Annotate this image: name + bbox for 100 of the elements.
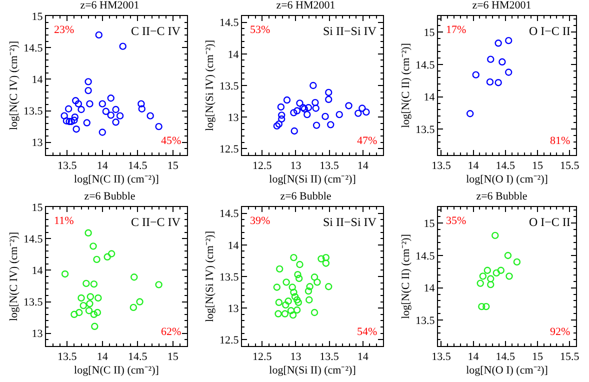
y-tick-label: 14.5 bbox=[220, 17, 240, 30]
point bbox=[275, 298, 283, 306]
point bbox=[306, 283, 314, 290]
annotation: 45% bbox=[161, 135, 182, 147]
x-tick-label: 14.5 bbox=[128, 160, 148, 172]
annotation: O I−C II bbox=[529, 215, 570, 229]
point bbox=[336, 110, 343, 118]
y-tick-label: 15 bbox=[32, 10, 44, 23]
annotation: 17% bbox=[446, 24, 466, 36]
y-tick-label: 13.5 bbox=[24, 296, 44, 309]
point bbox=[478, 302, 486, 310]
point bbox=[282, 278, 290, 286]
point bbox=[479, 272, 487, 280]
point bbox=[484, 266, 492, 274]
point bbox=[277, 103, 285, 111]
y-axis-title: log[N(C II) (cm⁻²)] bbox=[400, 43, 412, 128]
point bbox=[283, 96, 291, 104]
y-tick-label: 14 bbox=[32, 265, 44, 278]
x-tick-label: 14.5 bbox=[496, 351, 516, 364]
point bbox=[322, 260, 330, 267]
annotation: 35% bbox=[446, 215, 466, 227]
chart-title: z=6 Bubble bbox=[476, 190, 528, 203]
x-tick-label: 14 bbox=[96, 351, 108, 364]
point bbox=[94, 294, 102, 302]
x-tick-label: 14 bbox=[96, 160, 108, 172]
y-tick-label: 15 bbox=[424, 27, 436, 40]
point bbox=[84, 229, 92, 236]
point bbox=[119, 42, 126, 50]
y-tick-label: 13.5 bbox=[24, 106, 44, 118]
point bbox=[345, 102, 352, 110]
y-tick-label: 15 bbox=[32, 202, 44, 214]
y-tick-label: 13.5 bbox=[416, 124, 436, 136]
point bbox=[472, 71, 480, 78]
x-tick-label: 14.5 bbox=[128, 351, 148, 364]
point bbox=[290, 254, 298, 262]
point bbox=[91, 322, 98, 330]
point bbox=[70, 310, 78, 318]
chart-title: z=6 HM2001 bbox=[276, 0, 336, 12]
point bbox=[68, 118, 75, 126]
annotation: 47% bbox=[357, 135, 378, 147]
x-tick-label: 14 bbox=[468, 351, 480, 364]
x-tick-label: 13 bbox=[290, 160, 302, 172]
point bbox=[136, 298, 144, 306]
y-tick-label: 13 bbox=[228, 302, 240, 315]
point bbox=[80, 302, 87, 310]
point bbox=[322, 112, 329, 120]
point bbox=[273, 284, 281, 291]
point bbox=[312, 98, 319, 106]
point bbox=[104, 253, 111, 261]
x-axis-title: log[N(Si II) (cm⁻²)] bbox=[269, 173, 356, 186]
point bbox=[290, 109, 298, 116]
point bbox=[310, 82, 317, 90]
y-tick-label: 14 bbox=[32, 74, 44, 86]
y-tick-label: 14.5 bbox=[24, 233, 44, 246]
point bbox=[304, 287, 312, 295]
point bbox=[83, 119, 90, 126]
x-axis-title: log[N(C II) (cm⁻²)] bbox=[74, 364, 159, 376]
y-tick-label: 14 bbox=[228, 240, 240, 252]
y-axis-title: log[N(C IV) (cm⁻²)] bbox=[8, 232, 20, 322]
x-tick-label: 14 bbox=[357, 160, 369, 172]
y-tick-label: 12.5 bbox=[220, 144, 240, 156]
chart-title: z=6 HM2001 bbox=[80, 0, 140, 12]
point bbox=[112, 106, 120, 114]
point bbox=[138, 105, 146, 112]
point bbox=[74, 100, 82, 108]
point bbox=[86, 293, 94, 300]
point bbox=[130, 274, 138, 281]
point bbox=[108, 250, 116, 258]
y-tick-label: 15 bbox=[424, 218, 436, 230]
x-tick-label: 13.5 bbox=[320, 160, 340, 172]
point bbox=[290, 288, 298, 296]
point bbox=[76, 308, 83, 316]
point bbox=[102, 108, 110, 115]
point bbox=[505, 68, 512, 76]
annotation: C II−C IV bbox=[131, 24, 181, 38]
point bbox=[70, 116, 78, 124]
point bbox=[487, 56, 494, 63]
point bbox=[275, 120, 283, 128]
point bbox=[62, 117, 70, 124]
point bbox=[64, 105, 72, 112]
point bbox=[86, 300, 94, 308]
point bbox=[93, 256, 100, 264]
y-axis-title: log[N(Si IV) (cm⁻²)] bbox=[204, 231, 216, 322]
point bbox=[86, 100, 94, 108]
point bbox=[71, 113, 79, 121]
point bbox=[278, 112, 286, 119]
annotation: 39% bbox=[250, 215, 270, 227]
y-tick-label: 12.5 bbox=[220, 334, 240, 347]
point bbox=[354, 110, 362, 117]
point bbox=[90, 310, 98, 318]
point bbox=[362, 108, 370, 116]
y-tick-label: 14 bbox=[424, 92, 436, 104]
point bbox=[107, 94, 114, 102]
point bbox=[466, 110, 474, 118]
y-tick-label: 13 bbox=[32, 328, 44, 340]
y-axis-title: log[N(C IV) (cm⁻²)] bbox=[8, 40, 20, 130]
point bbox=[506, 272, 513, 280]
x-tick-label: 15.5 bbox=[560, 351, 580, 364]
annotation: O I−C II bbox=[529, 24, 570, 38]
x-tick-label: 15.5 bbox=[560, 160, 580, 172]
